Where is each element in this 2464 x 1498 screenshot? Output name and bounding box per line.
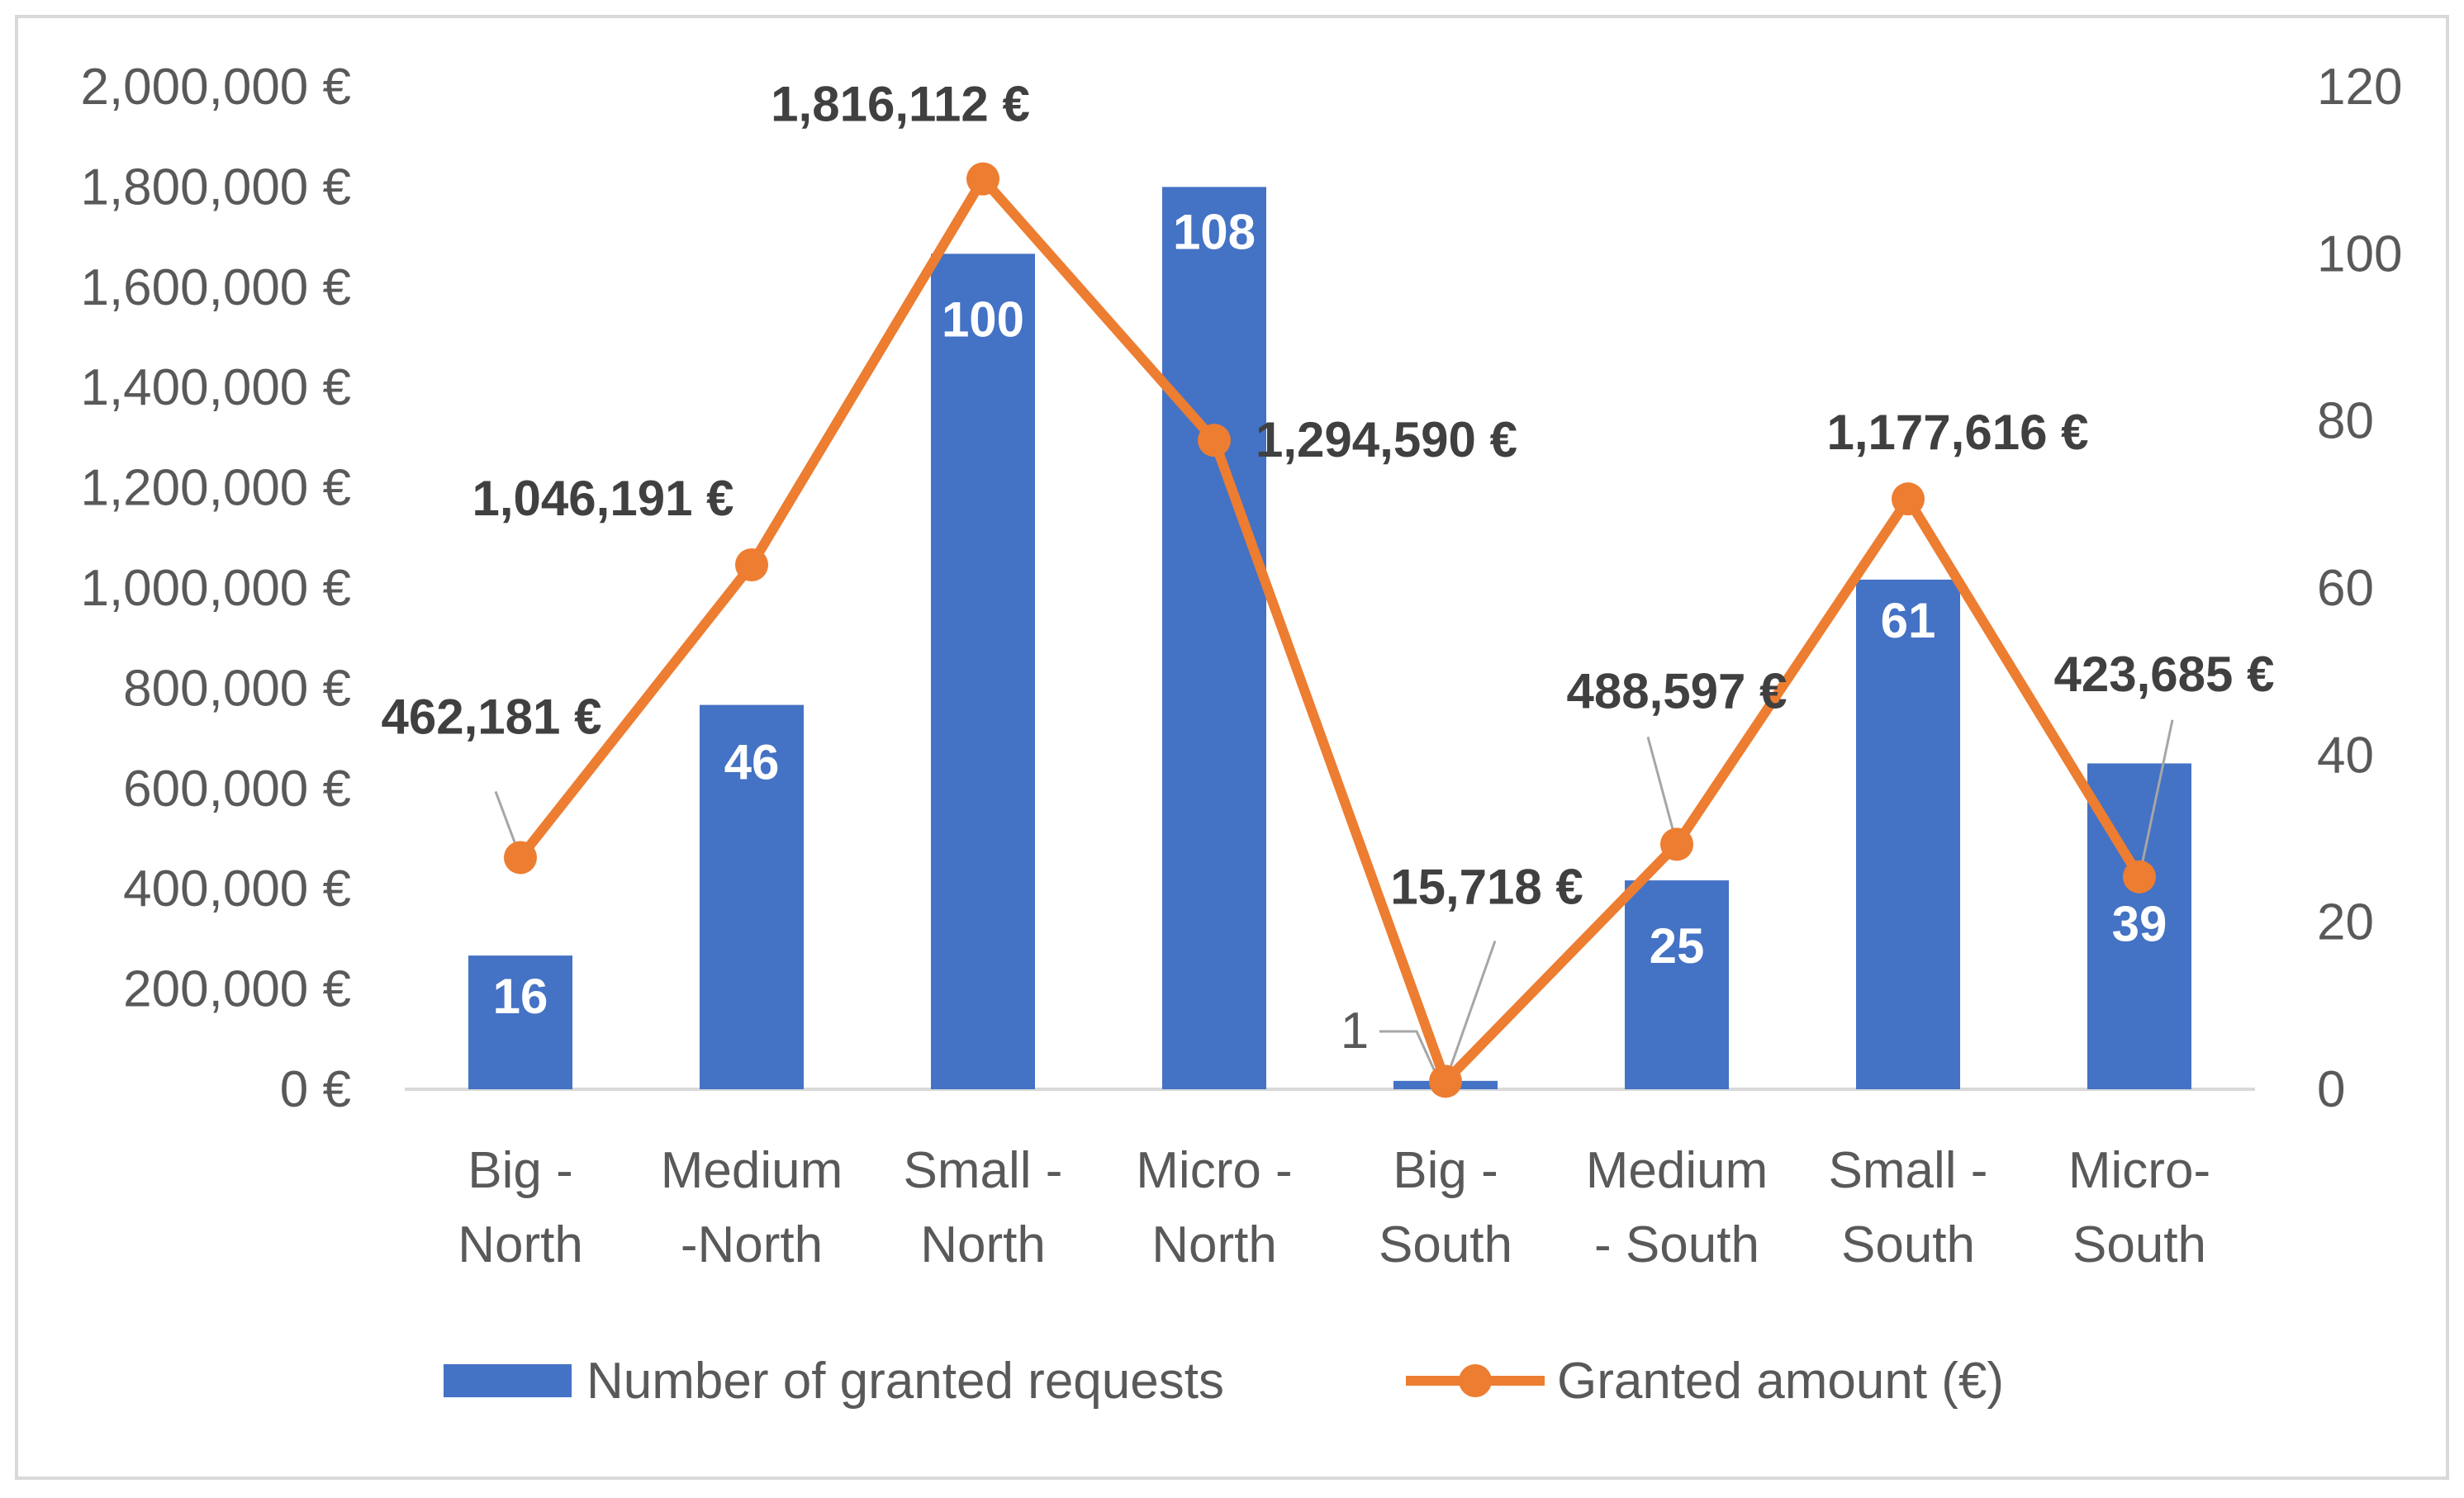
left-axis-tick-label: 1,400,000 €: [80, 359, 351, 416]
bar-data-label: 46: [724, 735, 780, 790]
left-axis-tick-label: 400,000 €: [123, 860, 351, 917]
bar: [700, 704, 804, 1089]
right-axis-tick-label: 60: [2317, 560, 2374, 617]
line-data-label: 1,294,590 €: [1256, 412, 1517, 467]
category-label: Small -: [1829, 1142, 1988, 1199]
bar: [1162, 187, 1266, 1089]
category-label: South: [1379, 1216, 1512, 1273]
line-data-label: 1,816,112 €: [771, 77, 1030, 132]
line-marker: [966, 162, 999, 196]
right-axis-tick-label: 20: [2317, 894, 2374, 951]
legend-label: Number of granted requests: [586, 1353, 1224, 1410]
category-label: North: [1151, 1216, 1277, 1273]
category-label: Small -: [904, 1142, 1063, 1199]
category-label: -North: [681, 1216, 823, 1273]
line-marker: [504, 841, 537, 875]
bar: [1856, 579, 1960, 1089]
bar-data-label: 39: [2112, 896, 2167, 951]
line-data-label: 1,046,191 €: [472, 471, 734, 526]
leader-line: [2138, 719, 2174, 878]
category-label: Big -: [1393, 1142, 1498, 1199]
line-marker: [1660, 827, 1693, 861]
category-label: - South: [1594, 1216, 1759, 1273]
bar-data-label: 25: [1650, 918, 1705, 974]
line-marker: [2123, 860, 2156, 894]
left-axis-tick-label: 2,000,000 €: [80, 59, 351, 116]
category-label: North: [920, 1216, 1046, 1273]
line-marker: [1429, 1064, 1462, 1098]
legend-swatch-bars: [444, 1364, 572, 1397]
right-axis-tick-label: 0: [2317, 1061, 2345, 1118]
right-axis-tick-label: 80: [2317, 393, 2374, 450]
leader-line: [1646, 737, 1678, 845]
leader-line: [1444, 940, 1497, 1082]
category-label: South: [1841, 1216, 1975, 1273]
bar-data-label: 100: [942, 292, 1024, 347]
left-axis-tick-label: 1,800,000 €: [80, 159, 351, 216]
line-marker: [1892, 482, 1925, 516]
line-data-label: 1,177,616 €: [1827, 405, 2089, 460]
legend-label: Granted amount (€): [1557, 1353, 2004, 1410]
left-axis-tick-label: 800,000 €: [123, 660, 351, 717]
line-data-label: 488,597 €: [1567, 663, 1787, 718]
left-axis-tick-label: 1,000,000 €: [80, 560, 351, 617]
category-label: Medium: [661, 1142, 843, 1199]
line-marker: [735, 548, 768, 581]
legend-swatch-marker: [1459, 1364, 1492, 1397]
line-data-label: 462,181 €: [382, 689, 602, 744]
right-axis-tick-label: 100: [2317, 225, 2402, 282]
line-series: [515, 173, 2144, 1087]
right-axis-tick-label: 120: [2317, 59, 2402, 116]
bar-data-label: 61: [1881, 593, 1936, 648]
category-label: Micro-: [2068, 1142, 2210, 1199]
right-axis-tick-label: 40: [2317, 727, 2374, 784]
category-label: North: [458, 1216, 583, 1273]
left-axis-tick-label: 1,200,000 €: [80, 460, 351, 517]
left-axis-tick-label: 600,000 €: [123, 761, 351, 818]
category-label: Big -: [468, 1142, 572, 1199]
left-axis-tick-label: 0 €: [280, 1061, 351, 1118]
bar-data-label: 1: [1341, 1003, 1369, 1060]
bar-data-label: 108: [1173, 204, 1256, 259]
line-data-label: 423,685 €: [2054, 647, 2275, 702]
left-axis-tick-label: 200,000 €: [123, 961, 351, 1018]
category-label: Medium: [1586, 1142, 1768, 1199]
bar: [931, 254, 1035, 1089]
bar: [1625, 880, 1729, 1089]
bar-data-label: 16: [493, 969, 548, 1024]
category-label: South: [2072, 1216, 2206, 1273]
category-label: Micro -: [1136, 1142, 1292, 1199]
bar: [468, 955, 572, 1089]
line-marker: [1198, 424, 1231, 457]
left-axis-tick-label: 1,600,000 €: [80, 259, 351, 316]
line-data-label: 15,718 €: [1390, 859, 1583, 914]
leader-line: [1379, 1030, 1443, 1087]
